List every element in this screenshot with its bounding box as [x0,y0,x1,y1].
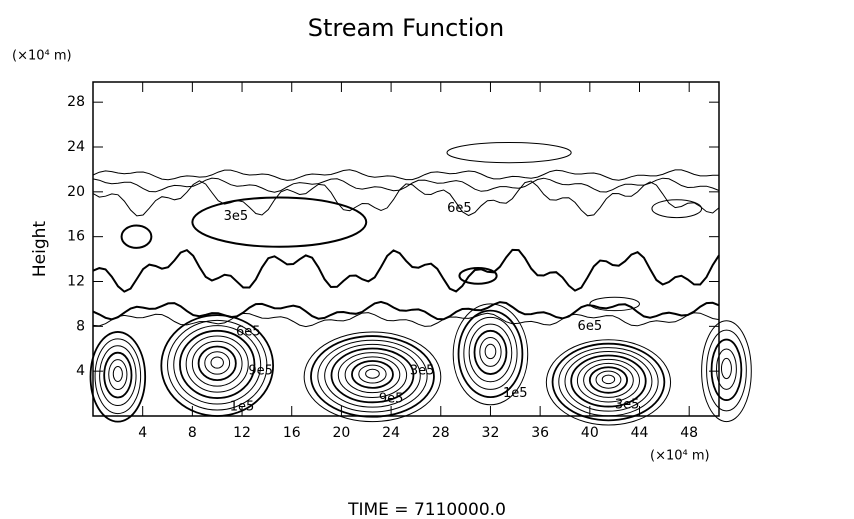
x-tick-label: 32 [482,425,500,441]
y-tick-label: 4 [76,363,85,379]
contour-line [706,329,747,412]
contour-label: 9e5 [248,364,273,379]
contour-line [108,359,128,390]
x-tick-label: 12 [233,425,251,441]
contour-line [92,248,720,293]
x-tick-label: 40 [581,425,599,441]
contour-line [344,356,401,394]
contour-label: 1e5 [503,386,528,401]
footer: TIME = 7110000.0 [347,500,506,519]
contour-line [210,356,224,369]
contour-line [358,364,387,384]
y-tick-label: 12 [67,274,85,290]
contour-line [92,300,720,321]
contour-line [173,325,262,405]
x-tick-label: 48 [680,425,698,441]
contour-label: 9e5 [379,392,404,407]
contour-line [310,335,435,418]
chart-title: Stream Function [308,14,505,42]
contour-line [446,142,572,164]
contour-line [365,368,380,379]
x-tick-label: 24 [382,425,400,441]
contour-line [337,352,408,399]
x-tick-label: 16 [283,425,301,441]
contour-line [99,345,137,407]
contour-line [588,366,628,394]
contour-line [463,316,518,390]
contour-line [204,351,231,375]
contour-line [167,319,268,411]
contour-line [120,224,153,249]
contour-line [468,323,513,383]
contour-line [179,329,256,399]
contour-line [92,169,719,181]
contour-line [303,331,442,423]
contour-line [92,312,720,328]
contour-label: 6e5 [236,324,261,339]
contour-line [716,348,737,390]
contour-line [94,338,142,415]
contour-label: 6e5 [447,201,472,216]
contour-line [89,331,147,423]
contour-line [351,360,394,389]
contour-line [452,303,529,406]
x-tick-label: 44 [631,425,649,441]
contour-line [473,329,508,375]
contour-line [710,338,743,401]
contour-line [701,320,752,423]
contour-line [601,374,616,385]
x-tick-label: 28 [432,425,450,441]
y-tick-label: 24 [67,139,85,155]
contour-line [583,362,634,398]
x-tick-label: 8 [188,425,197,441]
y-tick-label: 28 [67,94,85,110]
contour-label: 3e5 [224,209,249,224]
y-tick-label: 16 [67,229,85,245]
contour-line [197,345,237,382]
contour-line [558,347,659,417]
contour-line [576,358,641,403]
contour-line [191,340,243,387]
x-tick-label: 36 [531,425,549,441]
contour-line [545,339,672,426]
contour-label: 6e5 [578,319,603,334]
y-axis-label: Height [30,221,50,278]
contour-line [720,357,732,380]
contour-line [92,177,720,193]
contour-line [92,180,720,217]
plot-frame [92,81,720,417]
contour-label: 3e5 [615,397,640,412]
contour-line [185,335,249,393]
contour-line [479,337,502,367]
contour-label: 3e5 [410,364,435,379]
y-tick-label: 8 [76,318,85,334]
contour-line [589,296,641,312]
contour-line [570,354,647,408]
contour-line [564,351,653,412]
y-unit: (×10⁴ m) [12,49,72,64]
contour-line [191,196,368,248]
contour-line [112,365,123,382]
contour-line [103,351,133,399]
contour-line [317,339,428,413]
y-tick-label: 20 [67,184,85,200]
contour-line [458,267,498,285]
contour-line [330,347,415,404]
contour-line [595,370,622,389]
contour-line [551,342,666,422]
x-unit: (×10⁴ m) [650,449,710,464]
contour-line [457,309,524,399]
contour-line [651,199,703,219]
x-tick-label: 4 [138,425,147,441]
contour-line [324,343,421,408]
contour-line [484,343,497,360]
x-tick-label: 20 [332,425,350,441]
